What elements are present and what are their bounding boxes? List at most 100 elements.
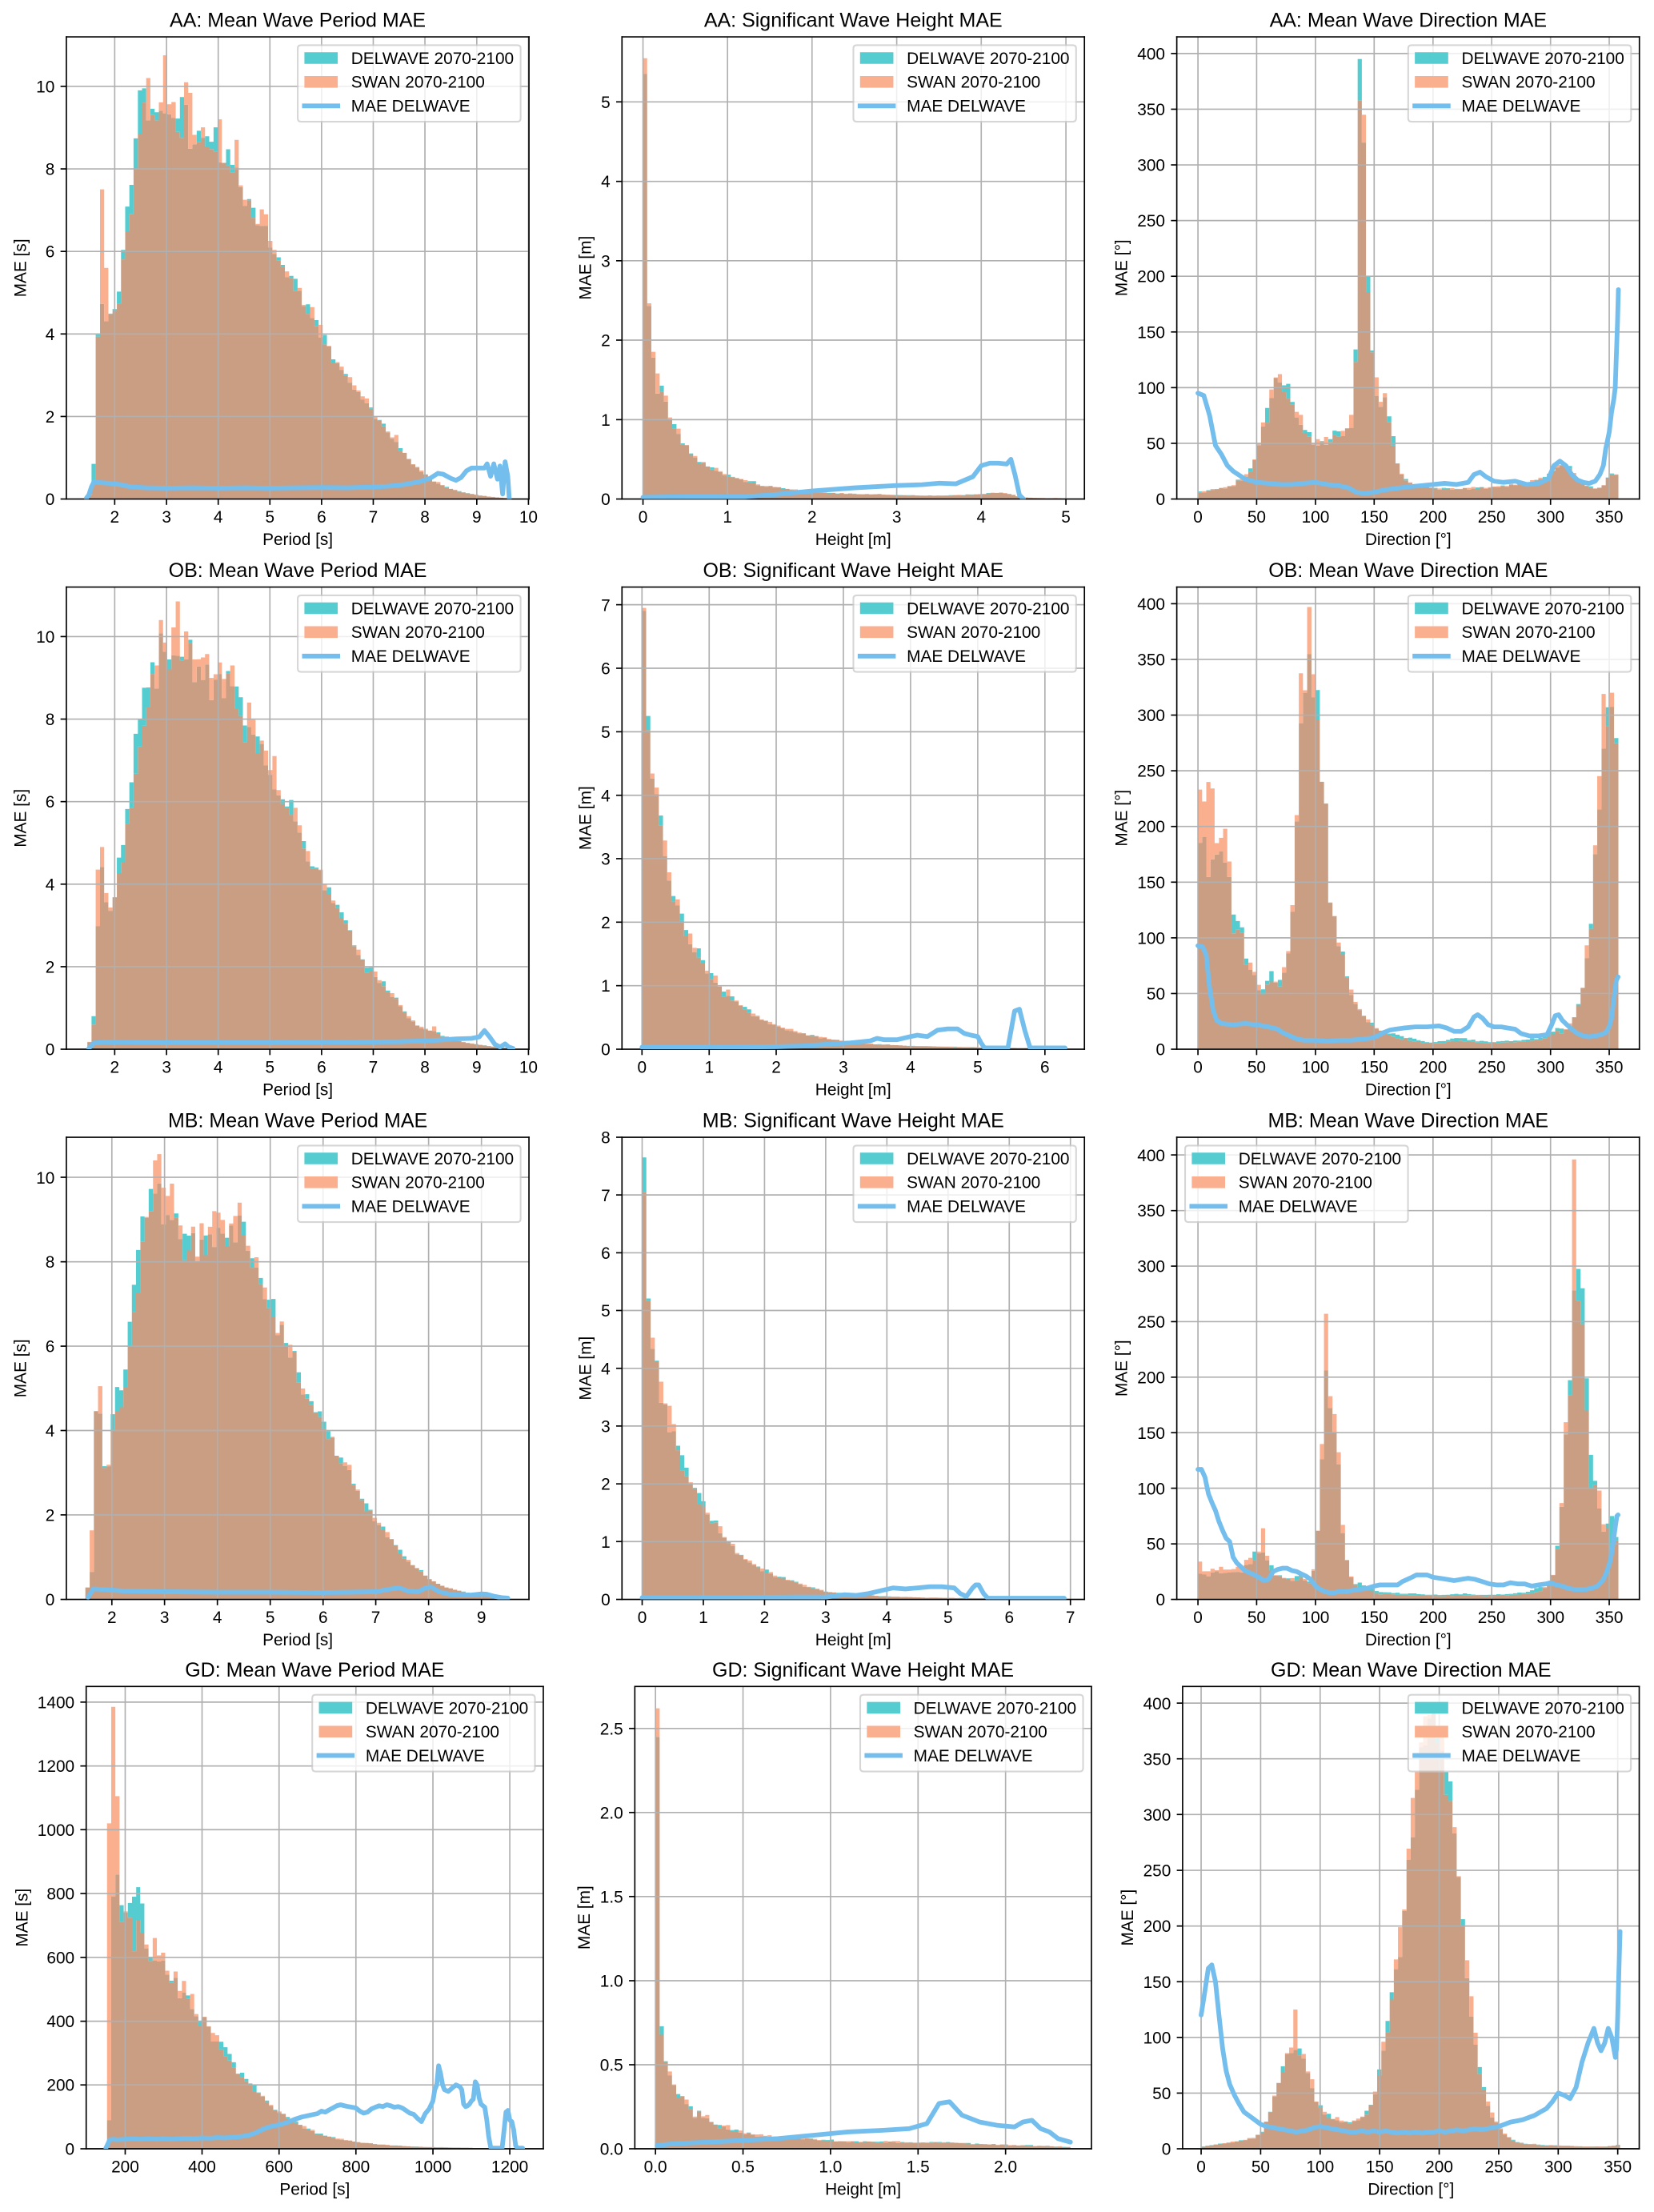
svg-text:DELWAVE 2070-2100: DELWAVE 2070-2100 [914, 1699, 1076, 1717]
svg-text:DELWAVE 2070-2100: DELWAVE 2070-2100 [1461, 599, 1624, 618]
svg-text:MAE [m]: MAE [m] [577, 786, 595, 850]
svg-text:6: 6 [1040, 1059, 1050, 1077]
svg-text:4: 4 [214, 508, 223, 527]
svg-text:DELWAVE 2070-2100: DELWAVE 2070-2100 [366, 1699, 528, 1717]
svg-text:5: 5 [943, 1609, 953, 1627]
svg-text:150: 150 [1137, 1425, 1165, 1443]
svg-text:150: 150 [1143, 1974, 1171, 1992]
svg-text:MAE DELWAVE: MAE DELWAVE [351, 647, 471, 666]
svg-text:Height [m]: Height [m] [815, 1080, 891, 1099]
svg-text:4: 4 [46, 1422, 55, 1441]
svg-text:50: 50 [1147, 985, 1165, 1004]
svg-text:MAE [m]: MAE [m] [577, 236, 595, 300]
svg-text:2.5: 2.5 [600, 1720, 623, 1738]
svg-text:150: 150 [1137, 874, 1165, 892]
svg-text:1000: 1000 [38, 1821, 74, 1840]
svg-text:6: 6 [1004, 1609, 1014, 1627]
svg-text:350: 350 [1137, 101, 1165, 119]
svg-text:0: 0 [1193, 508, 1203, 527]
svg-text:3: 3 [601, 1418, 611, 1437]
svg-text:9: 9 [472, 1059, 482, 1077]
svg-text:1: 1 [601, 977, 611, 996]
svg-text:10: 10 [36, 628, 54, 647]
svg-text:MB: Mean Wave Direction MAE: MB: Mean Wave Direction MAE [1268, 1110, 1549, 1132]
svg-text:MB: Significant Wave Height MA: MB: Significant Wave Height MAE [703, 1110, 1004, 1132]
svg-text:6: 6 [317, 508, 326, 527]
svg-text:150: 150 [1360, 1059, 1388, 1077]
svg-text:0: 0 [1162, 2141, 1171, 2159]
svg-text:4: 4 [214, 1059, 223, 1077]
svg-text:150: 150 [1137, 323, 1165, 342]
svg-text:1.5: 1.5 [600, 1889, 623, 1907]
svg-text:350: 350 [1596, 1609, 1624, 1627]
svg-text:50: 50 [1248, 508, 1266, 527]
svg-text:0: 0 [601, 1041, 611, 1060]
svg-text:Period [s]: Period [s] [279, 2181, 350, 2199]
svg-text:5: 5 [601, 1302, 611, 1320]
svg-text:AA: Mean Wave Period MAE: AA: Mean Wave Period MAE [170, 10, 426, 32]
svg-text:7: 7 [601, 1187, 611, 1205]
svg-text:2.0: 2.0 [994, 2158, 1017, 2177]
svg-text:4: 4 [976, 508, 986, 527]
svg-text:Direction [°]: Direction [°] [1365, 1080, 1452, 1099]
svg-text:MAE [°]: MAE [°] [1113, 790, 1131, 847]
svg-text:0: 0 [1155, 491, 1165, 509]
svg-text:GD: Significant Wave Height MA: GD: Significant Wave Height MAE [712, 1659, 1014, 1681]
svg-text:MAE DELWAVE: MAE DELWAVE [1461, 98, 1580, 116]
svg-text:0: 0 [637, 1059, 647, 1077]
svg-text:Period [s]: Period [s] [262, 531, 333, 549]
svg-text:1200: 1200 [38, 1757, 74, 1776]
svg-text:1000: 1000 [415, 2158, 451, 2177]
svg-text:10: 10 [36, 1169, 54, 1188]
svg-text:Period [s]: Period [s] [262, 1080, 333, 1099]
svg-text:6: 6 [601, 660, 611, 679]
svg-text:50: 50 [1147, 1536, 1165, 1554]
svg-text:3: 3 [162, 508, 171, 527]
svg-text:DELWAVE 2070-2100: DELWAVE 2070-2100 [1461, 50, 1624, 68]
svg-text:50: 50 [1147, 435, 1165, 453]
svg-text:350: 350 [1137, 1202, 1165, 1220]
svg-text:1.5: 1.5 [907, 2158, 930, 2177]
svg-text:2: 2 [601, 332, 611, 351]
svg-text:0: 0 [1196, 2158, 1206, 2177]
svg-text:0.0: 0.0 [600, 2141, 623, 2159]
svg-text:8: 8 [420, 1059, 430, 1077]
svg-text:DELWAVE 2070-2100: DELWAVE 2070-2100 [907, 50, 1069, 68]
svg-text:200: 200 [1425, 2158, 1453, 2177]
svg-text:6: 6 [317, 1059, 326, 1077]
svg-text:350: 350 [1596, 508, 1624, 527]
svg-text:0: 0 [601, 1591, 611, 1609]
svg-text:MAE [°]: MAE [°] [1113, 239, 1131, 296]
svg-text:SWAN 2070-2100: SWAN 2070-2100 [914, 1723, 1047, 1741]
svg-text:2: 2 [110, 1059, 120, 1077]
svg-text:MAE [m]: MAE [m] [577, 1336, 595, 1401]
svg-text:1.0: 1.0 [819, 2158, 842, 2177]
svg-text:SWAN 2070-2100: SWAN 2070-2100 [366, 1723, 499, 1741]
svg-text:6: 6 [46, 243, 55, 262]
svg-text:100: 100 [1302, 1609, 1330, 1627]
svg-text:300: 300 [1137, 1258, 1165, 1276]
svg-text:8: 8 [424, 1609, 434, 1627]
svg-text:6: 6 [46, 793, 55, 811]
svg-text:400: 400 [1143, 1695, 1171, 1713]
svg-text:DELWAVE 2070-2100: DELWAVE 2070-2100 [907, 599, 1069, 618]
svg-text:200: 200 [1419, 1609, 1447, 1627]
svg-text:300: 300 [1137, 707, 1165, 725]
svg-text:200: 200 [1143, 1917, 1171, 1936]
svg-text:250: 250 [1485, 2158, 1513, 2177]
svg-text:MAE DELWAVE: MAE DELWAVE [1461, 1747, 1580, 1765]
svg-text:4: 4 [213, 1609, 222, 1627]
svg-text:150: 150 [1360, 1609, 1388, 1627]
svg-text:GD: Mean Wave Period MAE: GD: Mean Wave Period MAE [185, 1659, 444, 1681]
svg-text:8: 8 [46, 161, 55, 179]
svg-text:200: 200 [1419, 1059, 1447, 1077]
svg-text:6: 6 [318, 1609, 328, 1627]
svg-text:350: 350 [1596, 1059, 1624, 1077]
svg-text:5: 5 [265, 508, 274, 527]
svg-text:2: 2 [107, 1609, 117, 1627]
svg-text:8: 8 [46, 1253, 55, 1272]
svg-text:MAE DELWAVE: MAE DELWAVE [907, 98, 1026, 116]
svg-text:5: 5 [1061, 508, 1071, 527]
svg-text:0: 0 [638, 1609, 647, 1627]
svg-text:4: 4 [601, 787, 611, 805]
